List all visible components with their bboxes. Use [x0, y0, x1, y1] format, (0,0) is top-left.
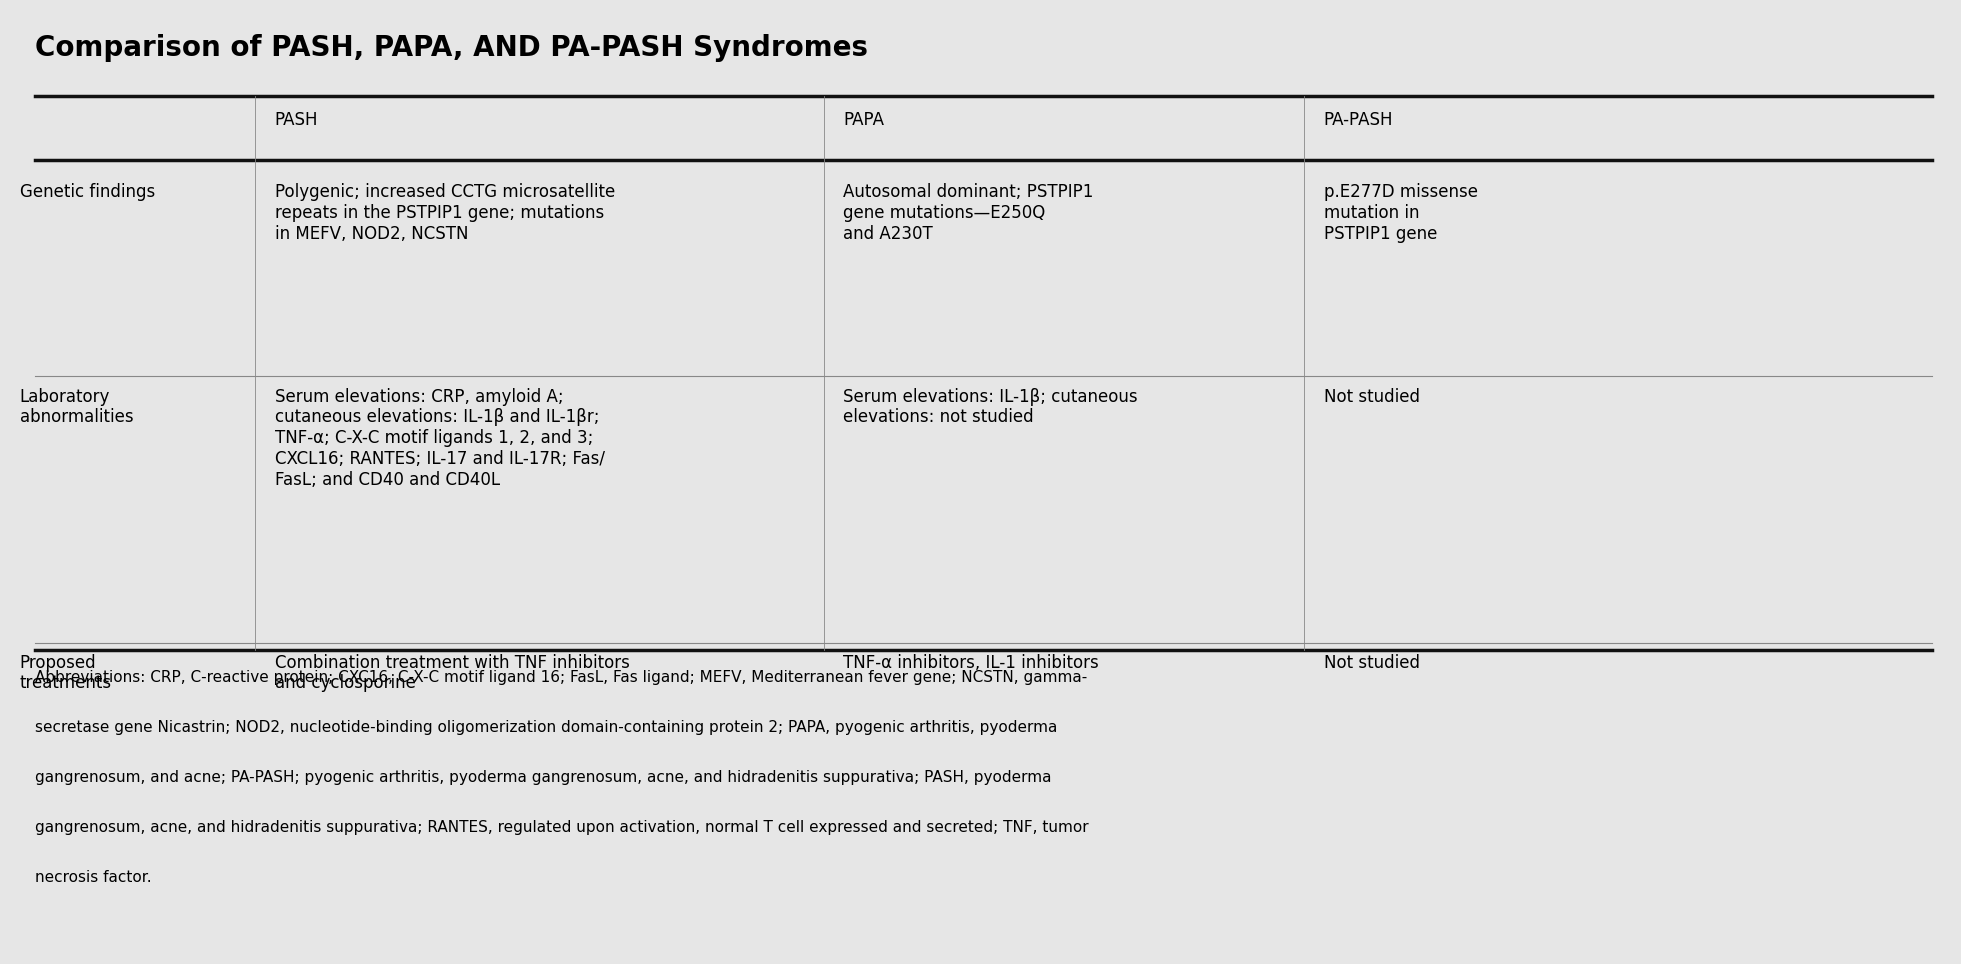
Text: Genetic findings: Genetic findings	[20, 183, 155, 201]
Text: PA-PASH: PA-PASH	[1324, 111, 1392, 129]
Text: Polygenic; increased CCTG microsatellite
repeats in the PSTPIP1 gene; mutations
: Polygenic; increased CCTG microsatellite…	[275, 183, 616, 243]
Text: Serum elevations: IL-1β; cutaneous
elevations: not studied: Serum elevations: IL-1β; cutaneous eleva…	[843, 388, 1137, 426]
Text: Combination treatment with TNF inhibitors
and cyclosporine: Combination treatment with TNF inhibitor…	[275, 654, 629, 692]
Text: Autosomal dominant; PSTPIP1
gene mutations—E250Q
and A230T: Autosomal dominant; PSTPIP1 gene mutatio…	[843, 183, 1094, 243]
Text: PASH: PASH	[275, 111, 318, 129]
Text: Abbreviations: CRP, C-reactive protein; CXC16, C-X-C motif ligand 16; FasL, Fas : Abbreviations: CRP, C-reactive protein; …	[35, 670, 1088, 685]
Text: Comparison of PASH, PAPA, AND PA-PASH Syndromes: Comparison of PASH, PAPA, AND PA-PASH Sy…	[35, 34, 869, 62]
Text: Proposed
treatments: Proposed treatments	[20, 654, 112, 692]
Text: gangrenosum, and acne; PA-PASH; pyogenic arthritis, pyoderma gangrenosum, acne, : gangrenosum, and acne; PA-PASH; pyogenic…	[35, 770, 1051, 786]
Text: gangrenosum, acne, and hidradenitis suppurativa; RANTES, regulated upon activati: gangrenosum, acne, and hidradenitis supp…	[35, 820, 1088, 836]
Text: secretase gene Nicastrin; NOD2, nucleotide-binding oligomerization domain-contai: secretase gene Nicastrin; NOD2, nucleoti…	[35, 720, 1057, 736]
Text: Not studied: Not studied	[1324, 654, 1420, 672]
Text: p.E277D missense
mutation in
PSTPIP1 gene: p.E277D missense mutation in PSTPIP1 gen…	[1324, 183, 1479, 243]
Text: TNF-α inhibitors, IL-1 inhibitors: TNF-α inhibitors, IL-1 inhibitors	[843, 654, 1098, 672]
Text: Serum elevations: CRP, amyloid A;
cutaneous elevations: IL-1β and IL-1βr;
TNF-α;: Serum elevations: CRP, amyloid A; cutane…	[275, 388, 604, 489]
Text: PAPA: PAPA	[843, 111, 884, 129]
Text: Laboratory
abnormalities: Laboratory abnormalities	[20, 388, 133, 426]
Text: necrosis factor.: necrosis factor.	[35, 870, 151, 886]
Text: Not studied: Not studied	[1324, 388, 1420, 406]
